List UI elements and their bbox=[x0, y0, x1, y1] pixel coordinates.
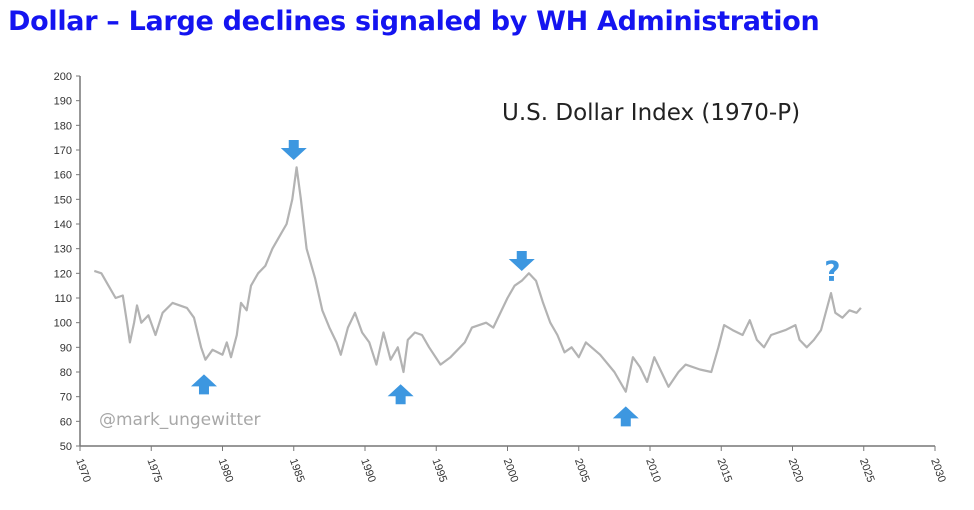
y-tick-label: 100 bbox=[54, 318, 72, 330]
page-title: Dollar – Large declines signaled by WH A… bbox=[8, 6, 820, 37]
y-tick-label: 110 bbox=[54, 293, 72, 305]
x-tick-label: 2025 bbox=[857, 457, 877, 484]
x-tick-label: 2005 bbox=[572, 457, 592, 484]
y-tick-label: 200 bbox=[54, 71, 72, 83]
x-tick-label: 2015 bbox=[714, 457, 734, 484]
y-tick-label: 140 bbox=[54, 219, 72, 231]
y-tick-label: 120 bbox=[54, 268, 72, 280]
down-arrow-icon bbox=[280, 140, 307, 160]
y-tick-label: 160 bbox=[54, 170, 72, 182]
y-tick-label: 90 bbox=[60, 342, 72, 354]
chart-title: U.S. Dollar Index (1970-P) bbox=[502, 100, 800, 126]
y-tick-label: 130 bbox=[54, 244, 72, 256]
x-tick-label: 1975 bbox=[144, 457, 164, 484]
y-tick-label: 50 bbox=[60, 441, 72, 453]
x-tick-label: 1985 bbox=[287, 457, 307, 484]
y-tick-label: 150 bbox=[54, 194, 72, 206]
up-arrow-icon bbox=[387, 384, 414, 405]
y-tick-label: 170 bbox=[54, 145, 72, 157]
y-tick-label: 70 bbox=[60, 392, 72, 404]
y-tick-label: 60 bbox=[60, 416, 72, 428]
question-mark-annotation: ? bbox=[824, 255, 840, 288]
x-tick-label: 2030 bbox=[928, 457, 948, 484]
x-tick-label: 1970 bbox=[73, 457, 93, 484]
x-tick-label: 2010 bbox=[643, 457, 663, 484]
x-tick-label: 1980 bbox=[216, 457, 236, 484]
y-tick-label: 190 bbox=[54, 96, 72, 108]
watermark: @mark_ungewitter bbox=[99, 410, 261, 430]
x-tick-label: 2020 bbox=[786, 457, 806, 484]
y-tick-label: 180 bbox=[54, 120, 72, 132]
dollar-index-line bbox=[93, 166, 862, 393]
x-tick-label: 1995 bbox=[429, 457, 449, 484]
y-tick-label: 80 bbox=[60, 367, 72, 379]
up-arrow-icon bbox=[612, 406, 639, 427]
down-arrow-icon bbox=[508, 251, 535, 271]
up-arrow-icon bbox=[190, 374, 217, 395]
x-tick-label: 2000 bbox=[501, 457, 521, 484]
x-tick-label: 1990 bbox=[358, 457, 378, 484]
